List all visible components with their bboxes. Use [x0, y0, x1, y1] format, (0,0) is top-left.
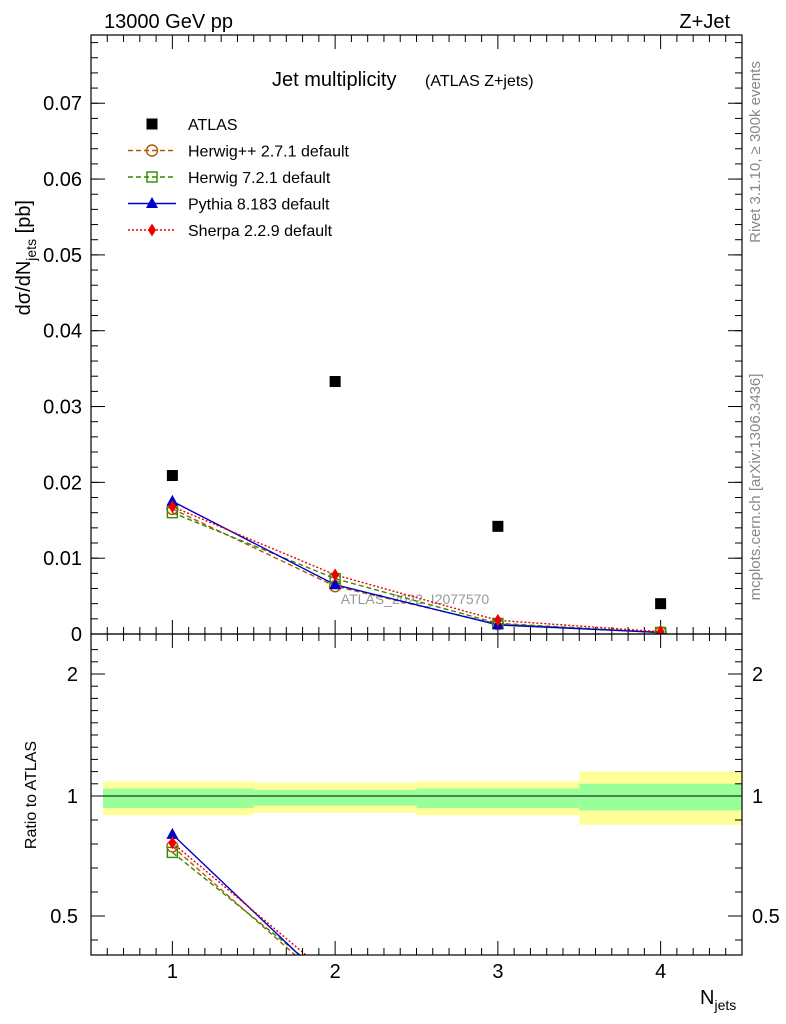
- ratio-data-point: [492, 1009, 504, 1020]
- y-tick-label: 0.01: [43, 548, 82, 570]
- ratio-data-point: [655, 1019, 666, 1024]
- chart-subtitle: (ATLAS Z+jets): [425, 73, 534, 90]
- y-tick-label: 0.02: [43, 472, 82, 494]
- ratio-data-point: [330, 985, 341, 996]
- series-line: [172, 508, 661, 634]
- y-tick-label: 0.07: [43, 93, 82, 115]
- x-tick-label: 2: [330, 961, 341, 983]
- ratio-series-line: [171, 842, 307, 955]
- x-axis-title: Njets: [700, 987, 736, 1013]
- y-tick-label: 0.05: [43, 245, 82, 267]
- ratio-y-tick-label-right: 0.5: [752, 906, 780, 928]
- ratio-series: [166, 827, 667, 1024]
- data-point: [166, 470, 178, 482]
- ratio-data-point: [168, 836, 177, 850]
- x-tick-label: 1: [167, 961, 178, 983]
- data-point: [492, 520, 504, 532]
- uncertainty-bands: [103, 771, 742, 825]
- series-line: [172, 512, 661, 634]
- series-line: [172, 500, 661, 634]
- header-energy: 13000 GeV pp: [104, 11, 233, 33]
- legend-label: Herwig 7.2.1 default: [188, 170, 331, 187]
- ratio-y-tick-label: 2: [67, 664, 78, 686]
- y-axis-ticks: 0 0.01 0.02 0.03 0.04 0.05 0.06 0.07: [43, 35, 743, 646]
- x-tick-label: 3: [492, 961, 503, 983]
- rivet-version-label: Rivet 3.1.10, ≥ 300k events: [747, 61, 764, 243]
- mcplots-source-label: mcplots.cern.ch [arXiv:1306.3436]: [747, 374, 764, 601]
- legend-marker: [145, 144, 159, 157]
- stat-uncertainty-band: [579, 783, 742, 811]
- ratio-plot-panel: 0.5 0.5 1 1 2 2 1 2 3 4 Ratio to ATLAS Njets: [23, 633, 780, 1024]
- stat-uncertainty-band: [253, 789, 417, 806]
- ratio-data-point: [493, 1007, 503, 1017]
- ratio-series-line: [171, 833, 301, 955]
- main-plot-panel: Jet multiplicity (ATLAS Z+jets) ATLAS_20…: [13, 34, 743, 646]
- data-point: [329, 376, 341, 388]
- y-tick-label: 0.06: [43, 169, 82, 191]
- ratio-data-point: [656, 1019, 666, 1024]
- ratio-y-tick-label: 1: [67, 786, 78, 808]
- y-tick-label: 0.04: [43, 321, 82, 343]
- legend-marker: [148, 223, 156, 237]
- data-point: [493, 613, 502, 627]
- ratio-data-point: [492, 1009, 503, 1020]
- y-tick-label: 0: [71, 624, 82, 646]
- ratio-y-tick-label-right: 2: [752, 664, 763, 686]
- ratio-axis-ticks: 0.5 0.5 1 1 2 2 1 2 3 4: [50, 634, 780, 983]
- legend-marker: [146, 171, 158, 183]
- y-axis-title: dσ/dNjets [pb]: [13, 200, 39, 315]
- data-point: [331, 568, 340, 582]
- data-point: [329, 578, 342, 590]
- chart-title: Jet multiplicity: [272, 69, 396, 91]
- ratio-data-point: [329, 983, 341, 994]
- data-point: [168, 500, 177, 514]
- x-tick-label: 4: [655, 961, 666, 983]
- legend-label: Herwig++ 2.7.1 default: [188, 144, 350, 161]
- legend-label: Sherpa 2.2.9 default: [188, 223, 333, 240]
- legend-marker: [146, 197, 158, 208]
- stat-uncertainty-band: [416, 788, 580, 808]
- stat-uncertainty-band: [103, 788, 254, 808]
- main-plot-series: [166, 376, 667, 634]
- ratio-y-axis-title: Ratio to ATLAS: [23, 741, 40, 849]
- ratio-series-line: [171, 845, 297, 955]
- ratio-y-tick-label-right: 1: [752, 786, 763, 808]
- ratio-data-point: [655, 1018, 667, 1024]
- legend-label: Pythia 8.183 default: [188, 197, 330, 214]
- data-point: [655, 598, 667, 610]
- data-point: [656, 625, 665, 634]
- header-process: Z+Jet: [679, 11, 730, 33]
- ratio-data-point: [166, 827, 179, 839]
- ratio-series-line: [171, 851, 302, 955]
- legend-label: ATLAS: [188, 117, 238, 134]
- legend-marker: [146, 118, 158, 130]
- y-tick-label: 0.03: [43, 397, 82, 419]
- ratio-y-tick-label: 0.5: [50, 906, 78, 928]
- ratio-data-point: [657, 1012, 665, 1024]
- series-line: [172, 505, 661, 633]
- ratio-data-point: [494, 999, 502, 1012]
- ratio-plot-frame: [90, 633, 743, 956]
- legend: ATLAS Herwig++ 2.7.1 default Herwig 7.2.1 …: [128, 117, 350, 240]
